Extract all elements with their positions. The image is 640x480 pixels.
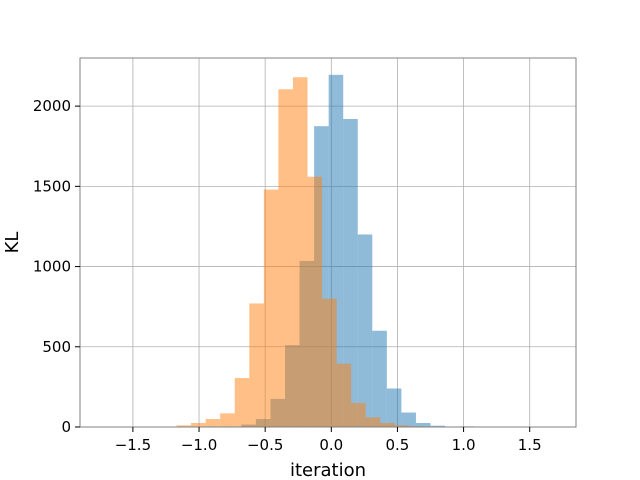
histogram-bar-series-2 [191,422,206,427]
y-axis-label: KL [2,232,23,254]
x-tick-label: 1.0 [452,436,476,454]
histogram-bar-series-2 [234,378,250,427]
x-axis-label: iteration [290,460,366,480]
histogram-bar-series-2 [278,89,293,427]
histogram-bar-series-1 [401,412,416,427]
x-tick-label: 0.5 [386,436,410,454]
x-tick-label: 0.0 [319,436,343,454]
histogram-bars [176,74,489,428]
histogram-bar-series-2 [380,422,395,427]
histogram-bar-series-2 [263,189,279,427]
histogram-bar-series-2 [322,298,337,427]
histogram-bar-series-1 [415,422,431,427]
x-tick-label: −0.5 [247,436,283,454]
histogram-bar-series-1 [357,234,373,427]
axis-ticks: −1.5 −1.0 −0.5 0.0 0.5 1.0 1.5 0 500 1000 1500 2000 [33,97,542,454]
histogram-bar-series-2 [307,176,323,427]
histogram-bar-series-1 [430,425,446,427]
x-tick-label: −1.0 [181,436,217,454]
histogram-bar-series-2 [220,413,235,427]
y-tick-label: 500 [42,338,71,356]
y-tick-label: 1000 [33,258,71,276]
histogram-bar-series-1 [372,330,387,427]
histogram-bar-series-2 [292,77,308,428]
histogram-bar-series-2 [394,425,410,427]
histogram-bar-series-2 [336,363,352,427]
histogram-bar-series-2 [205,418,221,427]
histogram-bar-series-1 [343,118,358,428]
y-tick-label: 0 [61,418,71,436]
y-tick-label: 1500 [33,177,71,195]
histogram-bar-series-2 [176,425,192,427]
x-tick-label: 1.5 [518,436,542,454]
x-tick-label: −1.5 [115,436,151,454]
histogram-bar-series-1 [386,388,402,427]
histogram-bar-series-2 [249,303,264,427]
plot-frame [79,57,577,428]
histogram-bar-series-2 [365,417,381,427]
y-tick-label: 2000 [33,97,71,115]
histogram-bar-series-2 [351,402,366,427]
